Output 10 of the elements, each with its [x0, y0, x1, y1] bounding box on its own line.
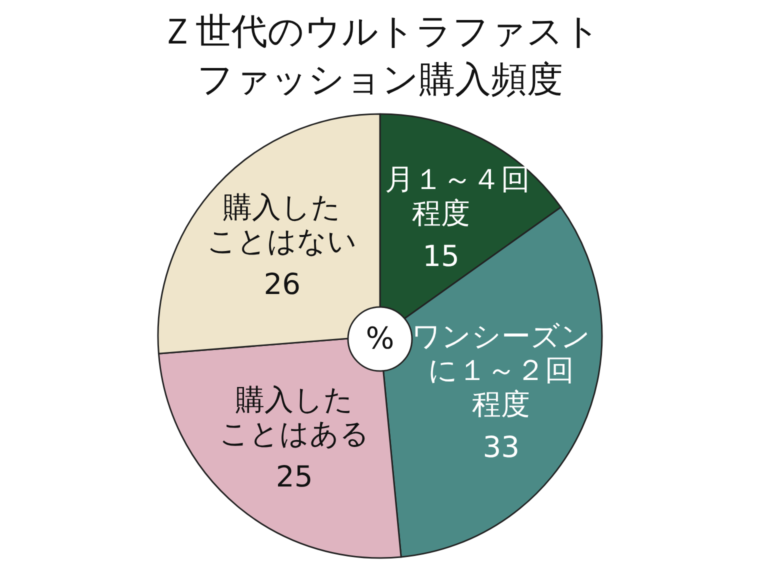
- data-label: 25: [276, 460, 313, 494]
- data-label: 26: [264, 267, 301, 302]
- data-label: 33: [482, 430, 520, 464]
- data-label: 15: [422, 239, 460, 274]
- chart-title: Ｚ世代のウルトラファストファッション購入頻度: [160, 12, 600, 100]
- slice-label: 月１～４回程度: [385, 162, 530, 230]
- slice-label: 購入したことはない: [207, 190, 358, 258]
- slice-label: 購入したことはある: [219, 382, 370, 451]
- legend-label: ワンシーズンに１～２回程度: [412, 318, 591, 421]
- text: %: [366, 322, 394, 356]
